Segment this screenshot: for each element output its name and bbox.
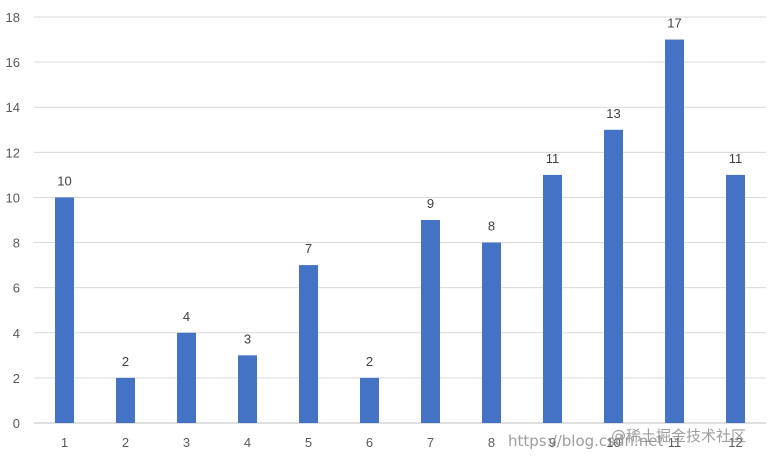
y-axis-ticks: 0 2 4 6 8 10 12 14 16 18 xyxy=(6,10,20,431)
watermark-url: https://blog.csdn.net xyxy=(508,432,664,450)
x-tick-label: 9 xyxy=(549,435,556,450)
data-label: 7 xyxy=(305,241,312,256)
bar xyxy=(421,220,440,423)
y-tick-label: 10 xyxy=(6,190,20,205)
x-tick-label: 6 xyxy=(366,435,373,450)
data-label: 11 xyxy=(546,151,560,166)
bar xyxy=(665,39,684,424)
data-label: 9 xyxy=(427,196,434,211)
bar xyxy=(238,355,257,423)
x-tick-label: 7 xyxy=(427,435,434,450)
bar xyxy=(299,265,318,423)
bar xyxy=(482,242,501,423)
y-tick-label: 0 xyxy=(13,416,20,431)
watermark-brand: @稀土掘金技术社区 xyxy=(611,427,746,445)
data-label: 4 xyxy=(183,309,190,324)
y-tick-label: 8 xyxy=(13,236,20,251)
bar xyxy=(360,377,379,423)
data-labels: 10 2 4 3 7 2 9 8 11 13 17 11 xyxy=(57,16,742,369)
bar xyxy=(116,377,135,423)
y-tick-label: 12 xyxy=(6,145,20,160)
x-tick-label: 5 xyxy=(305,435,312,450)
y-tick-label: 4 xyxy=(13,326,20,341)
x-tick-label: 8 xyxy=(488,435,495,450)
x-tick-label: 10 xyxy=(606,435,620,450)
data-label: 2 xyxy=(366,354,373,369)
x-tick-label: 2 xyxy=(122,435,129,450)
bar xyxy=(726,174,745,423)
data-label: 3 xyxy=(244,331,251,346)
bar xyxy=(543,174,562,423)
data-label: 11 xyxy=(729,151,743,166)
x-tick-label: 1 xyxy=(61,435,68,450)
bar xyxy=(604,129,623,423)
gridlines xyxy=(34,16,766,424)
y-tick-label: 6 xyxy=(13,281,20,296)
y-tick-label: 2 xyxy=(13,371,20,386)
x-tick-label: 11 xyxy=(668,435,682,450)
y-tick-label: 14 xyxy=(6,100,20,115)
bar xyxy=(177,332,196,423)
x-axis-ticks: 1 2 3 4 5 6 7 8 9 10 11 12 xyxy=(61,435,743,450)
data-label: 10 xyxy=(57,173,71,188)
x-tick-label: 4 xyxy=(244,435,251,450)
data-label: 13 xyxy=(606,106,620,121)
x-tick-label: 3 xyxy=(183,435,190,450)
watermark: https://blog.csdn.net @稀土掘金技术社区 xyxy=(508,427,746,450)
bar xyxy=(55,197,74,423)
y-tick-label: 18 xyxy=(6,10,20,25)
data-label: 2 xyxy=(122,354,129,369)
y-tick-label: 16 xyxy=(6,55,20,70)
data-label: 17 xyxy=(667,16,681,31)
x-tick-label: 12 xyxy=(728,435,742,450)
data-label: 8 xyxy=(488,219,495,234)
bars xyxy=(55,39,745,424)
